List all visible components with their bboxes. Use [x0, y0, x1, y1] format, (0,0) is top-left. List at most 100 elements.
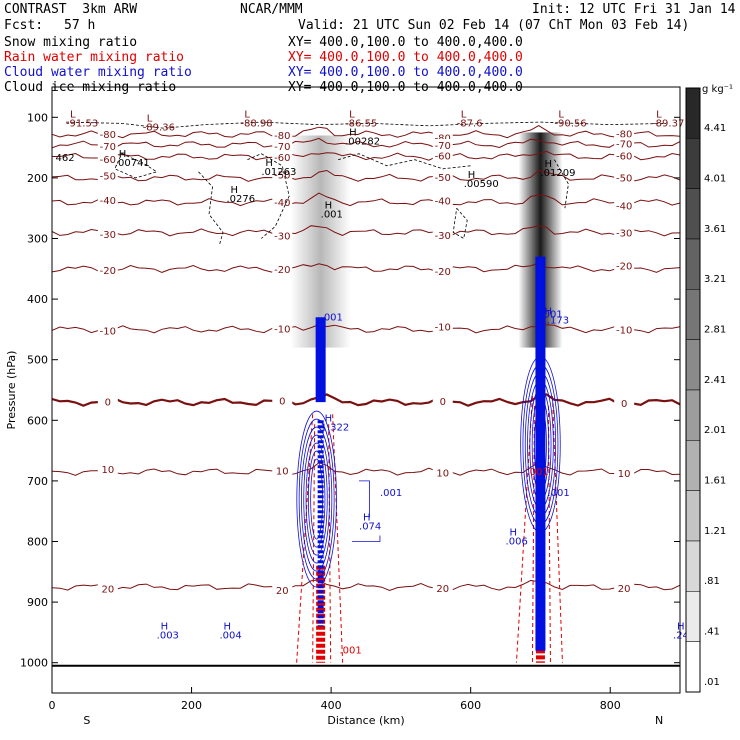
- colorbar-segment: [685, 238, 701, 290]
- isotherm-label: -60: [100, 155, 116, 166]
- isotherm-label: 10: [436, 468, 449, 479]
- cloud-water-contour: [310, 458, 324, 540]
- contour-label: 462: [55, 153, 74, 164]
- colorbar-level-label: 2.41: [704, 375, 726, 386]
- isotherm-line: [51, 137, 681, 149]
- y-tick-label: 700: [27, 475, 48, 488]
- high-marker: H: [265, 158, 273, 169]
- colorbar-level-label: 3.21: [704, 274, 726, 285]
- isotherm-label: 0: [279, 397, 285, 408]
- isotherm-label: -60: [274, 153, 290, 164]
- isotherm-label: -80: [616, 129, 632, 140]
- legend-snow-name: Snow mixing ratio: [4, 35, 138, 50]
- isotherm-label-bg: [272, 129, 293, 141]
- isotherm-label: -80: [274, 131, 290, 142]
- isotherm-label-bg: [97, 139, 118, 151]
- snow-plume-1: [290, 135, 351, 348]
- cloud-water-contour: [303, 434, 330, 564]
- isotherm-label-bg: [432, 149, 453, 161]
- isotherm-label: 20: [436, 584, 449, 595]
- colorbar-level-label: 2.81: [704, 325, 726, 336]
- y-tick-label: 200: [27, 172, 48, 185]
- isotherm-label-bg: [432, 581, 453, 593]
- y-tick-label: 600: [27, 414, 48, 427]
- isotherm-label: -40: [435, 197, 451, 208]
- isotherm-label: 0: [440, 397, 446, 408]
- isotherm-label-bg: [97, 263, 118, 275]
- isotherm-label-bg: [614, 149, 635, 161]
- colorbar-segment: [685, 490, 701, 542]
- isotherm-line: [51, 462, 681, 476]
- isotherm-line: [51, 192, 681, 207]
- low-value-label: -86.55: [345, 118, 377, 129]
- low-marker: L: [147, 114, 153, 125]
- low-marker: L: [349, 109, 355, 120]
- model-title: CONTRAST 3km ARW: [4, 2, 138, 17]
- isotherm-line: [51, 393, 681, 407]
- high-value-label: .003: [157, 630, 179, 641]
- high-value-label: .006: [506, 537, 528, 548]
- isotherm-label-bg: [432, 320, 453, 332]
- isotherm-label-bg: [614, 259, 635, 271]
- colorbar-level-label: 4.01: [704, 174, 726, 185]
- y-tick-label: 400: [27, 293, 48, 306]
- y-tick-label: 300: [27, 233, 48, 246]
- high-value-label: .24: [673, 630, 689, 641]
- isotherm-label: 20: [101, 585, 114, 596]
- legend-cloud-water-xy: XY= 400.0,100.0 to 400.0,400.0: [288, 65, 523, 80]
- isotherm-label-bg: [272, 322, 293, 334]
- isotherm-label-bg: [614, 323, 635, 335]
- isotherm-label: -70: [435, 141, 451, 152]
- isotherm-label-bg: [97, 193, 118, 205]
- cloud-water-contour: [307, 450, 326, 548]
- cloud-contour-label: .001: [380, 488, 402, 499]
- cloud-water-contour: [352, 480, 381, 542]
- colorbar-segment: [685, 188, 701, 240]
- isotherm-label-bg: [432, 466, 453, 478]
- cloud-contour-label: .001: [540, 309, 562, 320]
- high-value-label: .001: [321, 209, 343, 220]
- high-marker: H: [677, 621, 685, 632]
- colorbar-segment: [685, 591, 701, 642]
- isotherm-label: 0: [105, 397, 111, 408]
- high-value-label: 1.322: [321, 423, 350, 434]
- low-marker: L: [656, 109, 662, 120]
- isotherm-label: -10: [435, 323, 451, 334]
- isotherm-label: -70: [616, 139, 632, 150]
- low-marker: L: [244, 109, 250, 120]
- low-marker: L: [70, 109, 76, 120]
- isotherm-label: -80: [100, 130, 116, 141]
- colorbar-level-label: 1.61: [704, 476, 726, 487]
- x-tick-label: 0: [49, 699, 56, 712]
- isotherm-label: -20: [100, 266, 116, 277]
- high-value-label: .00741: [115, 158, 150, 169]
- colorbar-level-label: 1.21: [704, 526, 726, 537]
- cloud-water-contour: [298, 418, 335, 580]
- colorbar-segment: [685, 87, 701, 139]
- center-title: NCAR/MMM: [240, 2, 303, 17]
- isotherm-label-bg: [97, 395, 118, 407]
- cloud-contour-label: .001: [321, 312, 343, 323]
- isotherm-label-bg: [614, 127, 635, 139]
- high-value-label: .01209: [540, 168, 575, 179]
- low-value-label: -90.56: [554, 118, 586, 129]
- high-marker: H: [349, 128, 357, 139]
- isotherm-label: 10: [618, 469, 631, 480]
- isotherm-label-bg: [614, 171, 635, 183]
- isotherm-label-bg: [272, 394, 293, 406]
- isotherm-label: -60: [616, 152, 632, 163]
- high-value-label: .01263: [261, 167, 296, 178]
- colorbar-segment: [685, 540, 701, 592]
- high-marker: H: [544, 306, 552, 317]
- isotherm-label: -40: [100, 196, 116, 207]
- x-tick-label: 600: [460, 699, 481, 712]
- isotherm-label-bg: [432, 264, 453, 276]
- colorbar-level-label: .41: [704, 627, 720, 638]
- isotherm-label: -50: [100, 171, 116, 182]
- isotherm-label-bg: [432, 170, 453, 182]
- isotherm-label-bg: [272, 229, 293, 241]
- cloud-water-contour: [305, 442, 328, 556]
- isotherm-label-bg: [97, 324, 118, 336]
- isotherm-label-bg: [272, 464, 293, 476]
